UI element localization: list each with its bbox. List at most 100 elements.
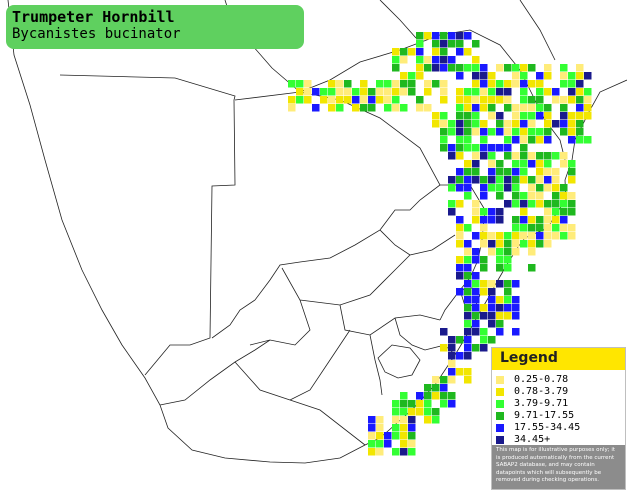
legend-label: 34.45+ xyxy=(514,434,551,445)
grid-cell xyxy=(488,88,496,96)
grid-cell xyxy=(320,96,328,104)
grid-cell xyxy=(544,184,552,192)
grid-cell xyxy=(568,192,576,200)
grid-cell xyxy=(304,88,312,96)
grid-cell xyxy=(480,120,488,128)
grid-cell xyxy=(504,296,512,304)
grid-cell xyxy=(504,136,512,144)
grid-cell xyxy=(480,88,488,96)
grid-cell xyxy=(456,176,464,184)
grid-cell xyxy=(464,184,472,192)
grid-cell xyxy=(504,248,512,256)
grid-cell xyxy=(400,72,408,80)
grid-cell xyxy=(480,288,488,296)
grid-cell xyxy=(456,368,464,376)
grid-cell xyxy=(560,64,568,72)
grid-cell xyxy=(416,400,424,408)
grid-cell xyxy=(400,440,408,448)
grid-cell xyxy=(424,384,432,392)
legend-swatch xyxy=(496,388,504,396)
grid-cell xyxy=(560,152,568,160)
grid-cell xyxy=(512,192,520,200)
grid-cell xyxy=(328,88,336,96)
grid-cell xyxy=(536,160,544,168)
grid-cell xyxy=(488,128,496,136)
grid-cell xyxy=(560,208,568,216)
legend-swatch xyxy=(496,412,504,420)
grid-cell xyxy=(528,248,536,256)
grid-cell xyxy=(440,64,448,72)
legend-item: 0.25-0.78 xyxy=(496,374,621,386)
grid-cell xyxy=(488,240,496,248)
grid-cell xyxy=(480,128,488,136)
grid-cell xyxy=(352,96,360,104)
grid-cell xyxy=(312,88,320,96)
grid-cell xyxy=(400,432,408,440)
grid-cell xyxy=(528,64,536,72)
grid-cell xyxy=(512,216,520,224)
grid-cell xyxy=(472,56,480,64)
grid-cell xyxy=(472,88,480,96)
grid-cell xyxy=(376,416,384,424)
grid-cell xyxy=(472,344,480,352)
grid-cell xyxy=(384,432,392,440)
grid-cell xyxy=(448,144,456,152)
grid-cell xyxy=(456,88,464,96)
grid-cell xyxy=(440,128,448,136)
grid-cell xyxy=(512,184,520,192)
grid-cell xyxy=(456,32,464,40)
grid-cell xyxy=(536,232,544,240)
grid-cell xyxy=(464,312,472,320)
grid-cell xyxy=(536,72,544,80)
grid-cell xyxy=(480,64,488,72)
grid-cell xyxy=(472,272,480,280)
grid-cell xyxy=(464,160,472,168)
grid-cell xyxy=(488,96,496,104)
grid-cell xyxy=(512,232,520,240)
grid-cell xyxy=(456,216,464,224)
grid-cell xyxy=(528,96,536,104)
grid-cell xyxy=(512,176,520,184)
grid-cell xyxy=(328,104,336,112)
grid-cell xyxy=(464,264,472,272)
grid-cell xyxy=(304,96,312,104)
grid-cell xyxy=(424,392,432,400)
grid-cell xyxy=(376,80,384,88)
grid-cell xyxy=(504,104,512,112)
grid-cell xyxy=(488,168,496,176)
grid-cell xyxy=(544,128,552,136)
grid-cell xyxy=(536,200,544,208)
grid-cell xyxy=(392,64,400,72)
grid-cell xyxy=(472,296,480,304)
grid-cell xyxy=(480,176,488,184)
grid-cell xyxy=(440,88,448,96)
grid-cell xyxy=(488,288,496,296)
grid-cell xyxy=(432,376,440,384)
grid-cell xyxy=(536,184,544,192)
grid-cell xyxy=(440,344,448,352)
grid-cell xyxy=(328,96,336,104)
grid-cell xyxy=(528,176,536,184)
grid-cell xyxy=(296,88,304,96)
grid-cell xyxy=(464,280,472,288)
grid-cell xyxy=(528,128,536,136)
grid-cell xyxy=(464,344,472,352)
grid-cell xyxy=(544,208,552,216)
grid-cell xyxy=(520,96,528,104)
grid-cell xyxy=(464,336,472,344)
grid-cell xyxy=(536,88,544,96)
grid-cell xyxy=(472,72,480,80)
grid-cell xyxy=(496,248,504,256)
species-common-name: Trumpeter Hornbill xyxy=(12,8,175,26)
grid-cell xyxy=(520,232,528,240)
grid-cell xyxy=(296,96,304,104)
grid-cell xyxy=(560,112,568,120)
grid-cell xyxy=(488,160,496,168)
grid-cell xyxy=(344,88,352,96)
grid-cell xyxy=(536,96,544,104)
grid-cell xyxy=(432,384,440,392)
legend-label: 17.55-34.45 xyxy=(514,422,581,433)
grid-cell xyxy=(360,104,368,112)
grid-cell xyxy=(464,104,472,112)
grid-cell xyxy=(440,112,448,120)
